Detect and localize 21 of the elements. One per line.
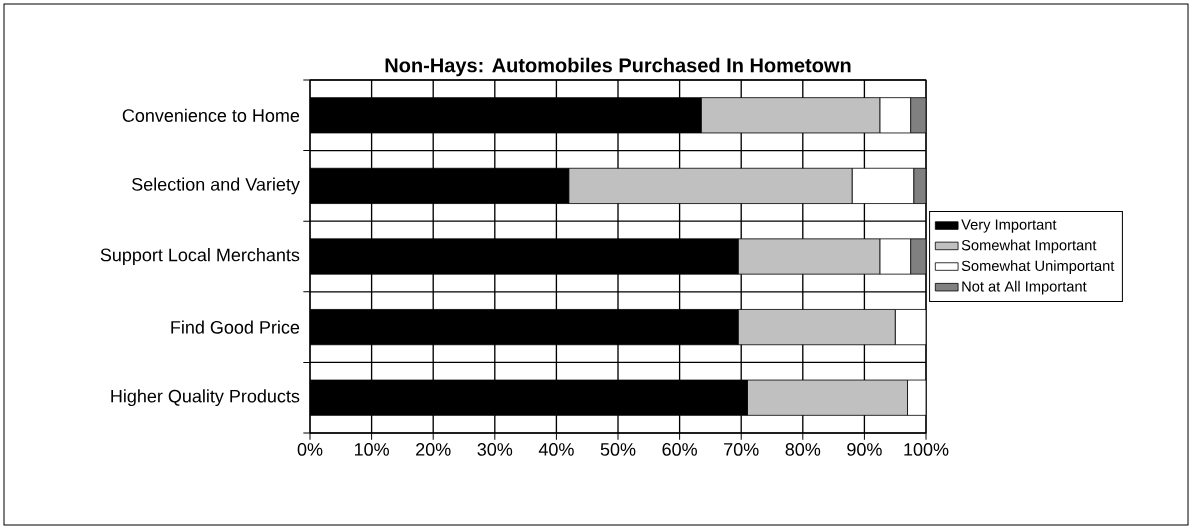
x-tick-label: 80% — [785, 443, 821, 456]
chart-title: Non-Hays: Automobiles Purchased In Hometown — [385, 57, 851, 77]
x-tick-label: 30% — [477, 443, 513, 456]
legend-label: Very Important — [961, 219, 1057, 233]
legend-label: Somewhat Unimportant — [961, 260, 1115, 274]
y-tick-label: Find Good Price — [171, 320, 300, 334]
y-tick-label: Support Local Merchants — [100, 248, 300, 265]
x-tick-label: 20% — [416, 443, 451, 456]
legend-label: Not at All Important — [962, 280, 1087, 295]
y-tick-label: Convenience to Home — [122, 108, 300, 122]
y-tick-label: Selection and Variety — [132, 177, 300, 195]
y-tick-label: Higher Quality Products — [111, 389, 300, 407]
x-tick-label: 10% — [354, 443, 389, 456]
x-tick-label: 100% — [904, 443, 949, 456]
x-tick-label: 50% — [600, 443, 636, 456]
legend-label: Somewhat Important — [961, 239, 1097, 254]
x-tick-label: 40% — [538, 443, 574, 456]
x-tick-label: 90% — [847, 443, 882, 456]
x-tick-label: 0% — [297, 443, 323, 456]
x-tick-label: 70% — [724, 443, 759, 456]
x-tick-label: 60% — [662, 443, 697, 456]
